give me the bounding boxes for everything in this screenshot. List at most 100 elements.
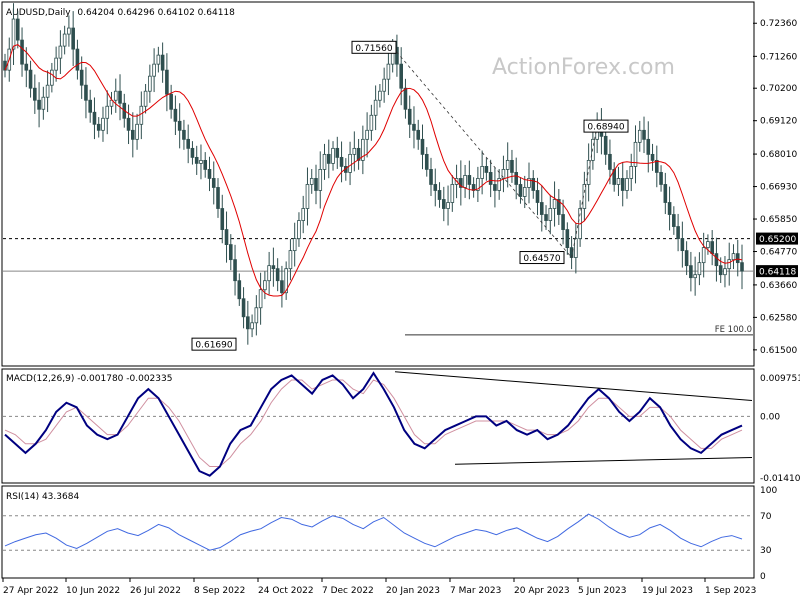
- candle-body: [557, 199, 561, 215]
- rsi-tick-label: 0: [760, 572, 766, 582]
- candle: [582, 171, 587, 222]
- candle-body: [331, 147, 335, 164]
- price-tick-label: 0.61500: [760, 346, 797, 356]
- price-marker: 0.64118: [756, 265, 798, 278]
- annotation-box: [583, 119, 629, 133]
- candle-body: [199, 159, 203, 164]
- candle-body: [156, 54, 161, 65]
- candle: [441, 186, 446, 222]
- candle-body: [250, 322, 254, 330]
- candle: [96, 117, 101, 138]
- candle: [735, 239, 740, 277]
- candle-body: [177, 120, 182, 131]
- annotation-label: 0.64570: [523, 254, 560, 264]
- candle-body: [467, 175, 472, 185]
- candle: [211, 161, 216, 205]
- candle-body: [301, 208, 306, 221]
- candle-body: [284, 268, 288, 294]
- candle-body: [224, 229, 229, 246]
- candle-body: [667, 202, 672, 215]
- candle-body: [96, 123, 101, 131]
- candle: [139, 91, 144, 140]
- candle-body: [565, 229, 570, 249]
- candle: [109, 91, 114, 115]
- x-tick-label: 26 Jul 2022: [130, 586, 181, 596]
- candle: [740, 244, 744, 290]
- candle: [412, 106, 416, 149]
- candle: [544, 205, 548, 230]
- candle: [616, 166, 621, 196]
- candle-body: [75, 48, 80, 71]
- candle: [331, 141, 335, 171]
- candle: [71, 11, 75, 67]
- candle-body: [714, 253, 719, 267]
- candle: [569, 236, 574, 270]
- candle: [156, 46, 161, 73]
- candle-body: [476, 178, 480, 191]
- candle: [518, 177, 523, 204]
- candle: [182, 119, 186, 150]
- candle: [731, 244, 736, 270]
- candle-body: [493, 184, 497, 191]
- candle-body: [118, 90, 122, 104]
- candle: [297, 212, 301, 247]
- candle: [420, 124, 425, 170]
- candle-body: [335, 147, 340, 158]
- candle-body: [365, 129, 369, 140]
- candle: [45, 70, 50, 113]
- candle-body: [220, 208, 225, 230]
- candle-body: [33, 87, 37, 101]
- candle: [75, 39, 80, 80]
- candle-body: [399, 63, 403, 89]
- candle: [165, 53, 169, 112]
- candle: [416, 119, 421, 150]
- candle: [471, 177, 476, 198]
- candle: [105, 90, 110, 135]
- candle: [84, 67, 88, 119]
- candle-body: [416, 129, 421, 140]
- candle: [450, 175, 455, 212]
- price-tick-label: 0.63660: [760, 281, 797, 291]
- candle: [326, 139, 331, 179]
- candle: [514, 157, 519, 200]
- price-tick-label: 0.66930: [760, 183, 797, 193]
- x-tick-label: 10 Jun 2022: [66, 586, 120, 596]
- candle-body: [395, 46, 399, 65]
- candle: [318, 151, 323, 209]
- candle-body: [740, 262, 744, 272]
- candle: [250, 314, 254, 338]
- ohlc-values: 0.64204 0.64296 0.64102 0.64118: [77, 8, 235, 18]
- x-tick-label: 8 Sep 2022: [194, 586, 245, 596]
- candle-body: [650, 153, 655, 161]
- price-tick-label: 0.68010: [760, 150, 797, 160]
- candle: [424, 147, 429, 177]
- candle-body: [203, 159, 208, 170]
- candle: [50, 62, 54, 93]
- candle: [548, 194, 553, 235]
- candle: [527, 162, 531, 204]
- moving-average-line: [4, 44, 743, 297]
- candle: [689, 251, 693, 292]
- candle: [693, 256, 697, 296]
- candle-body: [505, 159, 510, 170]
- candle-body: [228, 244, 233, 261]
- candle-body: [318, 169, 323, 191]
- candle-body: [194, 156, 199, 164]
- candle: [152, 48, 156, 93]
- rsi-line: [4, 513, 743, 551]
- candle-body: [386, 63, 391, 80]
- candle: [131, 112, 135, 158]
- candle: [3, 53, 7, 78]
- x-tick-label: 27 Apr 2022: [3, 586, 59, 596]
- candle: [672, 206, 676, 235]
- candle: [667, 186, 672, 231]
- candle: [437, 182, 442, 208]
- candle: [118, 74, 122, 121]
- candle-body: [518, 184, 523, 197]
- x-tick-label: 7 Dec 2022: [322, 586, 374, 596]
- candle-body: [625, 178, 629, 191]
- candle-body: [441, 199, 446, 209]
- candle: [676, 213, 680, 252]
- candle-body: [527, 178, 531, 188]
